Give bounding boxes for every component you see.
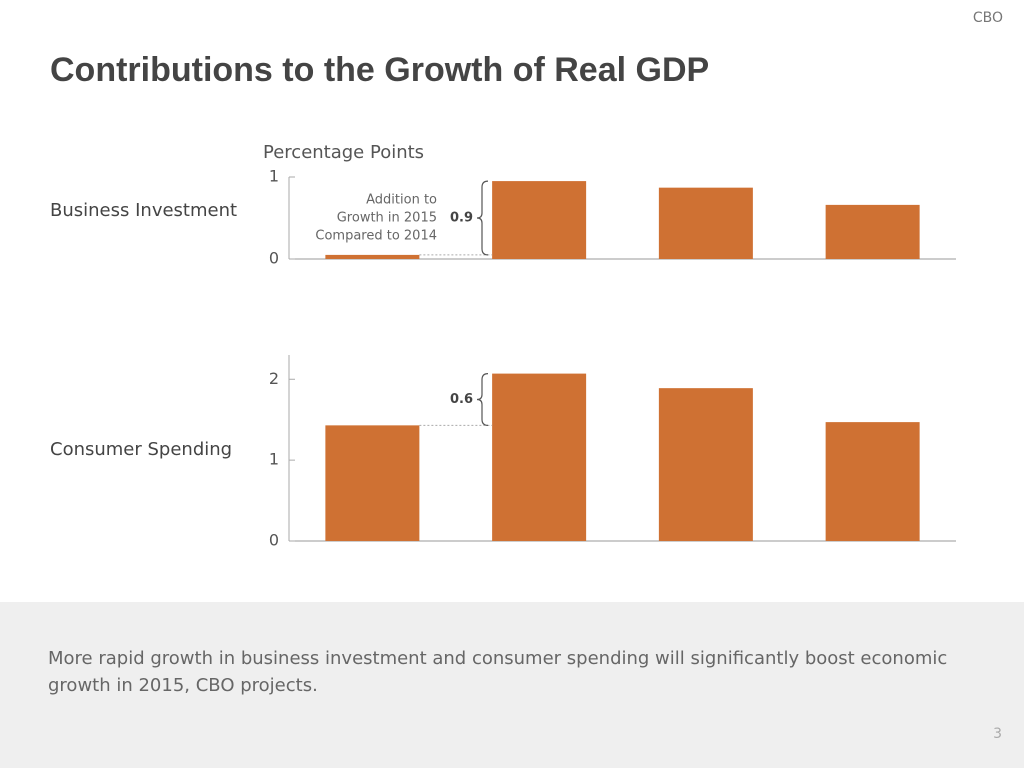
page-number: 3 [993,726,1002,742]
brace-label: 0.9 [450,211,473,226]
footer-band [0,602,1024,768]
row-label: Consumer Spending [50,439,232,460]
axis-label: Percentage Points [263,142,424,163]
bar [658,388,753,541]
brace-label: 0.6 [450,392,473,407]
y-tick-label: 1 [269,450,279,469]
row-label: Business Investment [50,200,237,221]
y-tick-label: 0 [269,249,279,268]
y-tick-label: 1 [269,167,279,186]
bar [492,373,587,541]
footer-text: More rapid growth in business investment… [48,648,948,696]
annotation: Growth in 2015 [337,211,437,226]
bar [658,187,753,259]
brace [476,373,489,426]
bar [825,422,920,541]
y-tick-label: 2 [269,369,279,388]
annotation: Compared to 2014 [315,229,437,244]
bar [325,254,420,259]
annotation: Addition to [366,193,437,208]
source: CBO [973,10,1003,26]
bar [825,204,920,259]
footer-box: More rapid growth in business investment… [48,648,948,696]
title: Contributions to the Growth of Real GDP [50,51,709,89]
y-tick-label: 0 [269,531,279,550]
bar [325,425,420,541]
bar [492,181,587,259]
brace [476,180,489,256]
